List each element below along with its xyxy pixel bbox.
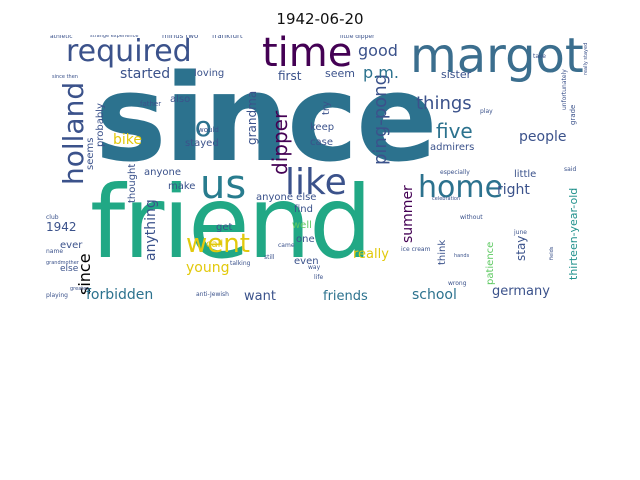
word-fields: fields [549,246,555,260]
word-good: good [358,41,398,60]
word-started: started [120,66,171,82]
word-wrong: wrong [448,280,467,287]
word-bike: bike [113,132,142,148]
word-even: even [294,256,319,267]
word-first: first [278,69,302,83]
word-seems: seems [85,137,96,170]
word-grade: grade [569,104,577,125]
word-us: us [200,162,247,208]
word-hands: hands [454,253,470,259]
word-greater: greater [70,286,89,292]
word-anyone-else: anyone else [256,192,317,203]
word-said: said [564,166,577,173]
word-ever: ever [60,240,83,251]
word-well: well [292,220,312,231]
word-frankfurt: frankfurt [212,35,243,40]
word-strange-experience: strange experience [90,35,139,39]
word-probably: probably [95,103,106,147]
word-find: find [294,204,313,215]
word-dipper: dipper [268,110,292,175]
word-things: things [416,93,472,114]
word-holland: holland [57,81,90,185]
word-want: want [244,289,276,304]
word-1942: 1942 [46,220,77,234]
word-since-then: since then [52,74,78,80]
word-pm: p.m. [363,63,399,82]
word-right: right [497,182,530,198]
word-think: think [437,239,448,265]
word-without: without [460,214,483,221]
word-admirers: admirers [430,142,475,153]
word-since: since [95,50,438,189]
word-playing: playing [46,292,68,299]
word-seem: seem [325,67,355,80]
word-loving: loving [194,68,225,79]
word-really: really [353,247,389,262]
word-people: people [519,129,567,145]
word-stay: stay [514,235,528,261]
word-like: like [285,162,347,203]
word-still: still [264,254,275,261]
word-really-stayed: really stayed [583,42,589,75]
word-minus-two: minus two [162,35,199,40]
word-five: five [436,119,473,143]
word-way: way [308,264,321,271]
word-call: call [206,239,224,250]
word-friend: friend [90,164,372,281]
word-thirteen-year-old: thirteen-year-old [567,187,580,280]
word-celebration: celebration [432,196,461,202]
word-unfortunately: unfortunately [561,69,568,110]
word-forbidden: forbidden [86,287,154,303]
word-little-dipper: little dipper [340,35,375,40]
word-anyone: anyone [144,167,181,178]
word-little: little [514,169,537,180]
word-make: make [168,181,196,192]
word-cloud: since since friend margot required time … [40,35,596,311]
word-grandmother: grandmother [46,260,79,266]
word-came: came [278,242,295,249]
word-club: club [46,214,59,221]
word-life: life [314,274,324,281]
word-anything: anything [143,199,159,261]
word-case: case [310,137,333,148]
word-keep: keep [310,122,335,133]
word-else: else [60,264,79,274]
word-home: home [418,170,504,205]
word-ping-pong: ping-pong [370,73,391,165]
word-get: get [216,222,233,233]
word-stayed: stayed [185,138,219,149]
word-germany: germany [492,284,550,299]
word-would: would [198,126,219,134]
word-ice-cream: ice cream [401,246,431,253]
word-summer: summer [400,185,416,243]
word-school: school [412,287,457,303]
word-june: june [514,229,527,236]
word-one: one [296,234,315,245]
word-grandma: grandma [245,90,259,145]
word-went: went [186,229,250,259]
word-father: father [140,100,162,108]
word-especially: especially [440,169,470,176]
word-play: play [480,108,493,115]
word-athletic: athletic [50,35,73,40]
word-go: go [177,110,212,143]
word-required: required [66,35,192,69]
word-also: also [170,94,191,105]
word-time: time [262,35,353,76]
word-name: name [46,248,64,255]
word-young: young [186,260,230,276]
chart-title: 1942-06-20 [276,10,364,28]
word-margot: margot [410,35,584,84]
word-take: take [533,53,546,60]
word-sister: sister [441,68,472,81]
word-anti-jewish: anti-Jewish [196,291,229,298]
word-try: try [321,101,332,115]
word-talking: talking [230,260,251,267]
word-friends: friends [323,289,368,304]
word-thought: thought [127,163,138,203]
word-patience: patience [485,241,496,285]
